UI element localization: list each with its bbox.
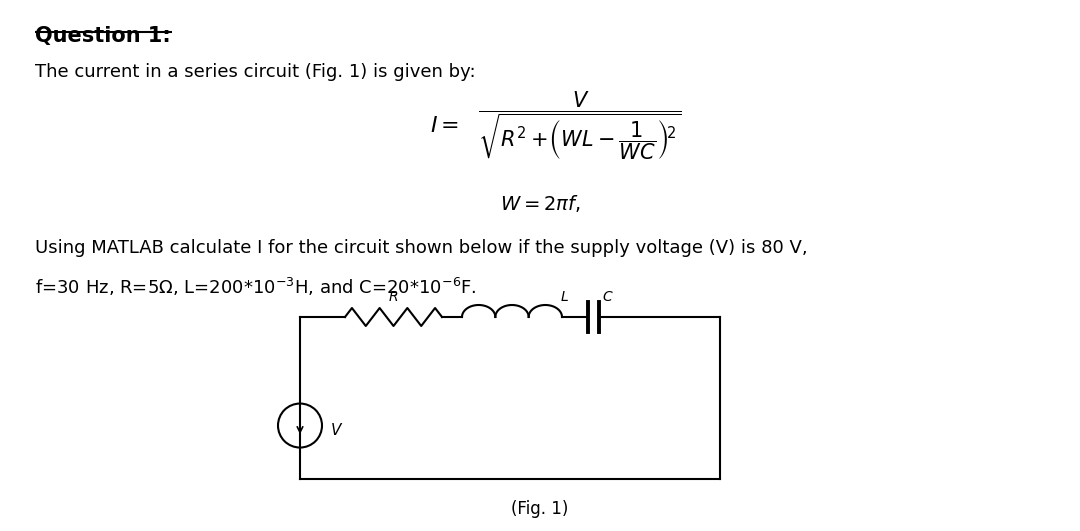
Text: $\dfrac{V}{\sqrt{R^{2} + \!\left(WL - \dfrac{1}{WC}\right)^{\!2}}}$: $\dfrac{V}{\sqrt{R^{2} + \!\left(WL - \d… (478, 90, 681, 162)
Text: $\mathit{L}$: $\mathit{L}$ (561, 290, 569, 304)
Text: $\mathit{V}$: $\mathit{V}$ (330, 422, 343, 438)
Text: (Fig. 1): (Fig. 1) (511, 500, 569, 518)
Text: Question 1:: Question 1: (35, 26, 171, 46)
Text: f=30 Hz, R=5$\Omega$, L=200*10$^{-3}$H, and C=20*10$^{-6}$F.: f=30 Hz, R=5$\Omega$, L=200*10$^{-3}$H, … (35, 276, 476, 298)
Text: $\mathit{R}$: $\mathit{R}$ (389, 290, 399, 304)
Text: Using MATLAB calculate I for the circuit shown below if the supply voltage (V) i: Using MATLAB calculate I for the circuit… (35, 239, 808, 257)
Text: $\mathit{I} = $: $\mathit{I} = $ (430, 116, 459, 136)
Text: $\mathit{W} = 2\pi \mathit{f},$: $\mathit{W} = 2\pi \mathit{f},$ (500, 193, 580, 213)
Text: The current in a series circuit (Fig. 1) is given by:: The current in a series circuit (Fig. 1)… (35, 63, 475, 81)
Text: $\mathit{C}$: $\mathit{C}$ (602, 290, 613, 304)
